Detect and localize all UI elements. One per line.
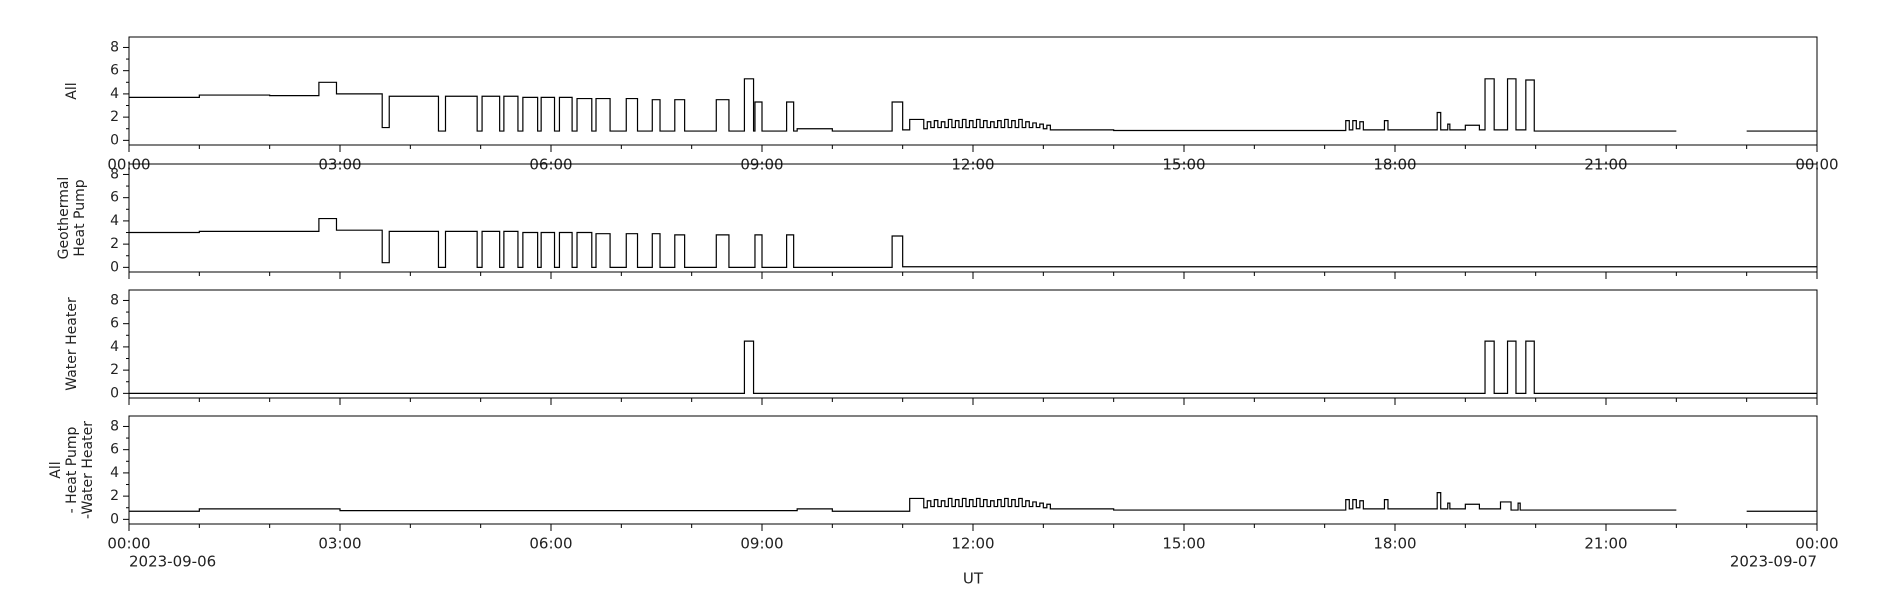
y-tick-label: 6: [110, 63, 119, 79]
y-axis-label: Water Heater: [64, 297, 80, 391]
series-line: [129, 492, 1677, 512]
x-tick-date: 2023-09-06: [129, 553, 216, 571]
y-tick-label: 4: [110, 86, 119, 102]
series-line: [129, 340, 1817, 394]
y-tick-label: 6: [110, 442, 119, 458]
y-tick-label: 6: [110, 190, 119, 206]
x-tick-label: 15:00: [1162, 535, 1205, 553]
y-axis-label: All: [48, 461, 64, 478]
panel-frame: [128, 36, 1818, 146]
y-axis-label: All: [64, 82, 80, 99]
series-line: [129, 78, 1677, 132]
y-tick-label: 6: [110, 316, 119, 332]
y-tick-label: 0: [110, 132, 119, 148]
series-line: [129, 217, 1817, 268]
y-tick-label: 2: [110, 362, 119, 378]
y-tick-label: 8: [110, 39, 119, 55]
y-tick-label: 0: [110, 259, 119, 275]
x-tick-label: 18:00: [1373, 535, 1416, 553]
x-tick-date: 2023-09-07: [1730, 553, 1817, 571]
x-tick-label: 06:00: [529, 535, 572, 553]
y-tick-label: 2: [110, 109, 119, 125]
y-axis-label: Geothermal: [56, 177, 72, 260]
panel-frame: [128, 415, 1818, 525]
y-tick-label: 8: [110, 418, 119, 434]
y-axis-label: - Heat Pump: [64, 427, 80, 514]
x-axis-label: UT: [963, 570, 984, 588]
x-tick-label: 12:00: [951, 535, 994, 553]
y-tick-label: 4: [110, 213, 119, 229]
y-tick-label: 4: [110, 465, 119, 481]
y-tick-label: 0: [110, 385, 119, 401]
y-tick-label: 0: [110, 511, 119, 527]
x-tick-label: 21:00: [1584, 535, 1627, 553]
x-tick-label: 00:00: [107, 535, 150, 553]
y-tick-label: 8: [110, 292, 119, 308]
x-tick-label: 00:00: [1795, 535, 1838, 553]
y-tick-label: 4: [110, 339, 119, 355]
y-tick-label: 2: [110, 488, 119, 504]
x-tick-label: 09:00: [740, 535, 783, 553]
x-tick-label: 03:00: [318, 535, 361, 553]
panel-frame: [128, 289, 1818, 399]
y-axis-label: -Water Heater: [80, 421, 96, 519]
y-tick-label: 8: [110, 166, 119, 182]
y-tick-label: 2: [110, 236, 119, 252]
y-axis-label: Heat Pump: [72, 179, 88, 256]
